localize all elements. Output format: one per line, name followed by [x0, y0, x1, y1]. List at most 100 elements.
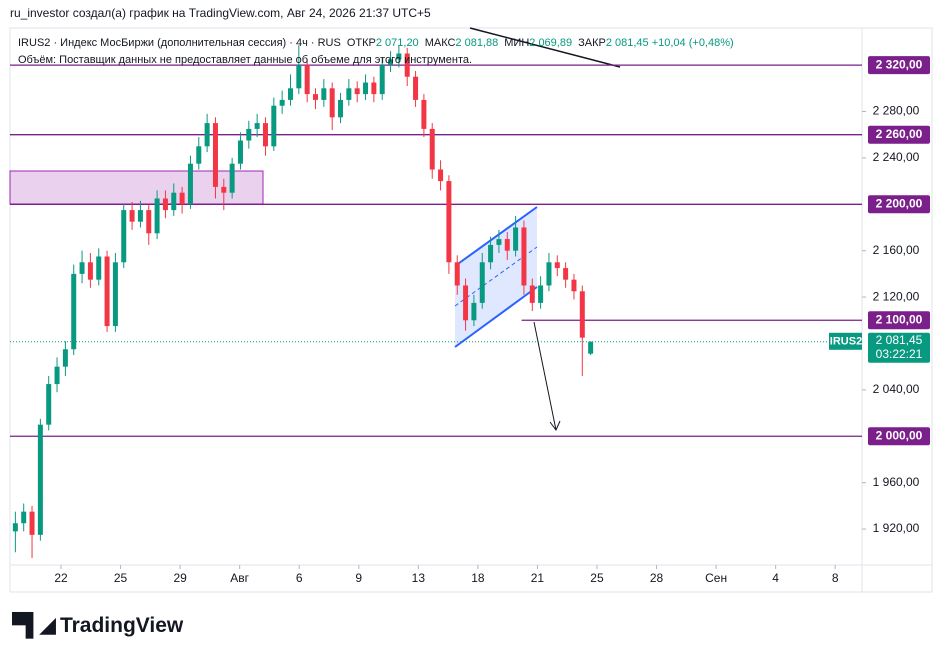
last-price-label: 2 081,45: [876, 333, 923, 347]
footer-logo: ▀▌◢ TradingView: [12, 612, 183, 638]
candle-body: [271, 105, 277, 147]
candle-body: [21, 511, 27, 524]
level-label-box: [868, 311, 930, 330]
candle-body: [196, 146, 202, 164]
candle-body: [404, 53, 410, 77]
candle-body: [396, 53, 402, 60]
logo-mark: ▀▌◢: [12, 612, 56, 637]
logo-text: TradingView: [59, 614, 184, 637]
x-tick-label: 29: [173, 571, 187, 585]
candle-body: [262, 123, 268, 147]
legend-symbol: IRUS2 · Индекс МосБиржи (дополнительная …: [18, 37, 341, 49]
candle-body: [246, 128, 252, 141]
candle-body: [554, 262, 560, 269]
y-tick-label: 2 120,00: [873, 289, 920, 303]
x-tick-label: 25: [590, 571, 604, 585]
level-label: 2 100,00: [876, 312, 923, 326]
x-tick-label: 25: [114, 571, 128, 585]
x-tick-label: 9: [355, 571, 362, 585]
y-tick-label: 1 960,00: [873, 475, 920, 489]
candle-body: [162, 198, 168, 211]
candle-body: [463, 285, 469, 321]
candle-body: [71, 273, 77, 350]
candle-body: [37, 424, 43, 535]
candle-body: [87, 262, 93, 280]
level-label-box: [868, 56, 930, 75]
candle-body: [588, 341, 594, 354]
level-label-box: [868, 427, 930, 446]
candle-body: [121, 210, 127, 263]
candle-body: [446, 181, 452, 263]
candle-body: [187, 163, 193, 205]
header: ru_investor создал(а) график на TradingV…: [10, 6, 431, 20]
candle-body: [354, 88, 360, 95]
level-label-box: [868, 195, 930, 214]
level-label: 2 260,00: [876, 127, 923, 141]
legend-value: 2 069,89: [529, 37, 573, 49]
candle-body: [479, 262, 485, 303]
x-tick-label: Сен: [705, 571, 727, 585]
legend-items: ОТКР2 071,20 МАКС2 081,88 МИН2 069,89 ЗАКР2…: [341, 37, 649, 49]
candle-body: [454, 262, 460, 286]
channel-top: [454, 206, 538, 267]
legend-value: 2 081,88: [455, 37, 499, 49]
last-price-box: [868, 332, 930, 363]
x-tick-label: Авг: [230, 571, 249, 585]
candle-body: [571, 279, 577, 292]
level-label-box: [868, 125, 930, 144]
level-label: 2 320,00: [876, 57, 923, 71]
legend-line: IRUS2 · Индекс МосБиржи (дополнительная …: [18, 35, 734, 52]
candle-body: [529, 285, 535, 303]
level-label: 2 200,00: [876, 196, 923, 210]
candle-body: [538, 285, 544, 303]
arrow-head: [549, 420, 561, 431]
candle-body: [329, 88, 335, 118]
candle-body: [229, 163, 235, 193]
trend-line: [469, 27, 621, 68]
legend-label: МИН: [504, 37, 530, 49]
last-name: IRUS2: [830, 336, 862, 348]
candle-body: [12, 523, 18, 532]
candle-body: [579, 291, 585, 338]
candle-body: [204, 123, 210, 147]
candle-body: [237, 140, 243, 164]
candle-body: [129, 210, 135, 222]
x-tick-label: 8: [832, 571, 839, 585]
candle-body: [154, 198, 160, 234]
candle-body: [563, 268, 569, 280]
x-tick-label: 13: [412, 571, 426, 585]
legend-value: 2 071,20: [375, 37, 419, 49]
marks: 1 920,00 1 960,00 2 040,00 2 120,00 2 160,00…: [10, 45, 930, 585]
candle-body: [488, 244, 494, 263]
candle-body: [363, 82, 369, 95]
zone-rectangle: [9, 170, 264, 205]
candle-body: [171, 192, 177, 211]
candle-body: [254, 123, 260, 129]
candle-body: [137, 210, 143, 222]
candle-body: [104, 256, 110, 327]
candle-body: [413, 76, 419, 100]
candle-body: [504, 239, 510, 251]
legend-value: 2 081,45: [605, 37, 649, 49]
candle-body: [496, 239, 502, 245]
x-tick-label: 6: [296, 571, 303, 585]
candle-body: [46, 384, 52, 425]
last-name-box: [829, 332, 862, 350]
candle-body: [313, 94, 319, 100]
candle-body: [346, 88, 352, 100]
candle-body: [379, 65, 385, 95]
y-tick-label: 2 160,00: [873, 243, 920, 257]
candle-body: [338, 99, 344, 118]
candle-body: [521, 227, 527, 286]
legend-label: ОТКР: [346, 37, 376, 49]
y-tick-label: 2 240,00: [873, 150, 920, 164]
candle-body: [29, 511, 35, 535]
x-tick-label: 4: [772, 571, 779, 585]
x-tick-label: 18: [471, 571, 485, 585]
candle-body: [79, 262, 85, 274]
candle-body: [96, 256, 102, 280]
candle-body: [388, 59, 394, 66]
candle-body: [212, 123, 218, 187]
